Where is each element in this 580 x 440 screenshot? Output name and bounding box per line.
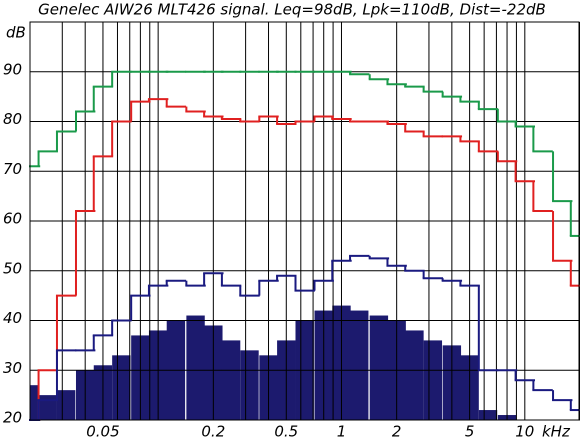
x-tick-label: 5	[465, 423, 475, 440]
spectrum-bar	[112, 355, 131, 420]
y-tick-label: 30	[3, 359, 22, 377]
x-tick-label: 0.2	[201, 423, 225, 440]
chart-title: Genelec AIW26 MLT426 signal. Leq=98dB, L…	[38, 1, 546, 19]
y-tick-label: 90	[3, 60, 22, 78]
spectrum-bar	[369, 315, 389, 420]
spectrum-bar	[38, 395, 57, 420]
x-tick-label: 0.5	[274, 423, 298, 440]
y-axis-label: dB	[6, 24, 26, 42]
x-tick-label: 2	[392, 423, 402, 440]
y-tick-label: 20	[3, 409, 22, 427]
plot-frame	[29, 21, 580, 421]
spectrum-bar	[350, 310, 369, 420]
spectrum-bar	[405, 330, 424, 420]
y-tick-label: 40	[3, 309, 22, 327]
spectrum-bar	[240, 350, 259, 420]
y-tick-label: 50	[3, 259, 22, 277]
spectrum-bar	[423, 340, 443, 420]
y-tick-label: 60	[3, 210, 22, 228]
spectrum-bar	[30, 385, 40, 420]
spectrum-bar	[478, 410, 498, 420]
spectrum-bar	[56, 390, 76, 420]
spectrum-bar	[221, 340, 241, 420]
y-tick-label: 70	[3, 160, 22, 178]
y-tick-label: 80	[3, 110, 22, 128]
spectrum-bar	[186, 315, 205, 420]
x-axis-label: kHz	[542, 423, 571, 440]
x-tick-label: 1	[337, 423, 347, 440]
x-tick-label: 0.05	[86, 423, 119, 440]
x-tick-label: 10	[515, 423, 534, 440]
